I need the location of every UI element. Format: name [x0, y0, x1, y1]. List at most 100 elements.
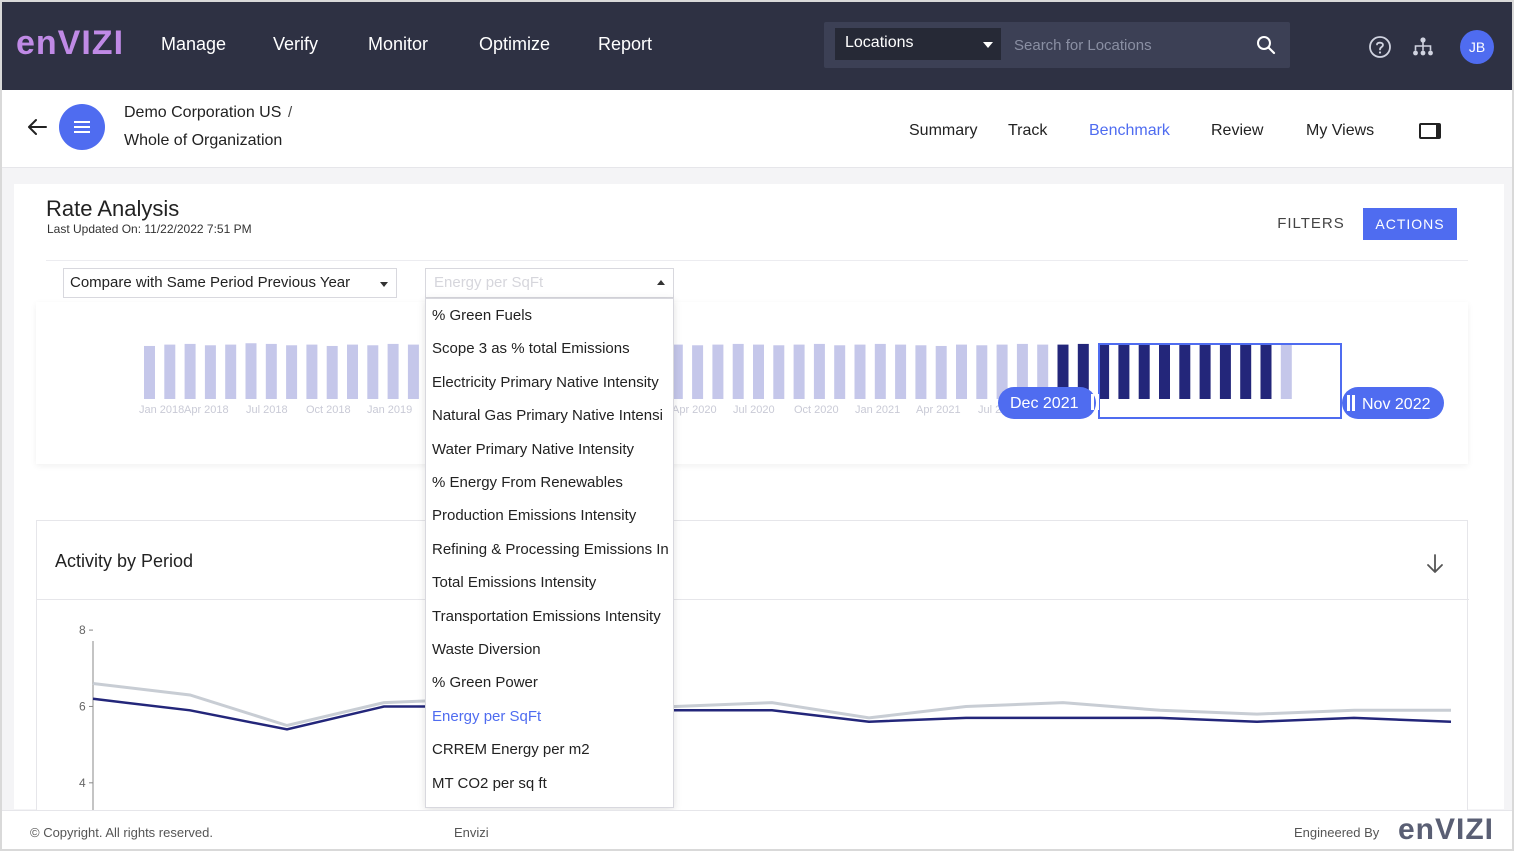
- envizi-logo[interactable]: enVIZI: [16, 24, 125, 62]
- engineered-by-text: Engineered By: [1294, 825, 1380, 840]
- timeline-bar: [286, 345, 298, 399]
- dropdown-option[interactable]: Natural Gas Primary Native Intensi: [432, 407, 663, 425]
- side-panel-icon[interactable]: [1419, 123, 1441, 139]
- footer: © Copyright. All rights reserved. Envizi…: [2, 810, 1512, 849]
- location-search-bar: Locations: [824, 22, 1290, 68]
- timeline-bar: [1037, 344, 1049, 399]
- dropdown-option[interactable]: Energy per SqFt: [432, 707, 542, 725]
- range-handle-icon[interactable]: [1096, 394, 1099, 410]
- range-handle-icon[interactable]: [1091, 394, 1094, 410]
- timeline-bar: [854, 344, 866, 399]
- timeline-bar: [793, 344, 805, 399]
- nav-report[interactable]: Report: [598, 34, 653, 54]
- dropdown-option[interactable]: % Energy From Renewables: [432, 474, 623, 491]
- timeline-bar: [915, 345, 927, 399]
- breadcrumb-org[interactable]: Demo Corporation US: [124, 104, 282, 121]
- dropdown-option[interactable]: % Green Power: [432, 674, 538, 692]
- filters-button[interactable]: FILTERS: [1277, 215, 1345, 232]
- tab-benchmark[interactable]: Benchmark: [1089, 122, 1170, 139]
- help-icon[interactable]: [1368, 35, 1392, 59]
- tab-my-views[interactable]: My Views: [1306, 122, 1375, 139]
- timeline-bar: [753, 344, 764, 399]
- locations-select[interactable]: Locations: [835, 28, 1001, 60]
- timeline-bar: [204, 345, 216, 399]
- tab-review[interactable]: Review: [1211, 122, 1264, 139]
- download-arrow-icon[interactable]: [1425, 553, 1445, 575]
- timeline-tick-label: Apr 2018: [184, 404, 229, 416]
- dropdown-option[interactable]: % Green Fuels: [432, 307, 533, 324]
- range-handle-icon[interactable]: [1347, 395, 1350, 411]
- menu-line: [74, 126, 90, 128]
- timeline-bar: [874, 343, 886, 399]
- dropdown-option[interactable]: Total Emissions Intensity: [432, 574, 597, 592]
- dropdown-option[interactable]: Scope 3 as % total Emissions: [432, 340, 630, 358]
- metric-select[interactable]: Energy per SqFt: [425, 268, 674, 298]
- dropdown-option[interactable]: MT CO2 per sq ft: [432, 774, 547, 792]
- timeline-bar: [895, 344, 907, 399]
- dropdown-option[interactable]: Waste Diversion: [432, 641, 541, 658]
- timeline-bar: [367, 345, 379, 399]
- timeline-tick-label: Apr 2022: [1160, 404, 1205, 416]
- user-avatar[interactable]: JB: [1460, 30, 1494, 64]
- timeline-bar: [813, 343, 825, 399]
- timeline-bar: [1280, 344, 1292, 399]
- caret-down-icon: [983, 42, 993, 48]
- tab-track[interactable]: Track: [1008, 122, 1048, 139]
- timeline-chart: Jan 2018 Apr 2018 Jul 2018 Oct 2018 Jan 2019…: [139, 343, 1444, 419]
- compare-period-select[interactable]: Compare with Same Period Previous Year: [63, 268, 397, 298]
- divider: [37, 599, 1469, 600]
- top-navigation: enVIZI Manage Verify Monitor Optimize Re…: [2, 2, 1512, 90]
- search-input[interactable]: [1014, 30, 1244, 60]
- search-icon[interactable]: [1256, 35, 1276, 55]
- dropdown-option[interactable]: CRREM Energy per m2: [432, 741, 590, 759]
- timeline-bar: [976, 345, 988, 399]
- y-tick-label: 4: [79, 776, 86, 790]
- tab-summary[interactable]: Summary: [909, 122, 978, 139]
- timeline-bar: [1219, 343, 1231, 399]
- timeline-tick-label: Apr 2020: [672, 404, 717, 416]
- timeline-range-selector[interactable]: Jan 2018 Apr 2018 Jul 2018 Oct 2018 Jan 2019…: [36, 302, 1468, 464]
- nav-manage[interactable]: Manage: [161, 34, 227, 54]
- breadcrumb-scope[interactable]: Whole of Organization: [124, 132, 283, 149]
- timeline-bar: [773, 345, 785, 399]
- metric-dropdown-list[interactable]: % Green Fuels Scope 3 as % total Emission…: [425, 298, 674, 808]
- timeline-bar: [144, 345, 155, 399]
- dropdown-option[interactable]: Refining & Processing Emissions In: [432, 540, 669, 558]
- timeline-bar: [996, 344, 1008, 399]
- dropdown-option[interactable]: Production Emissions Intensity: [432, 507, 637, 525]
- timeline-bar: [1098, 344, 1110, 399]
- dropdown-option[interactable]: Water Primary Native Intensity: [432, 440, 634, 458]
- timeline-tick-label: Oct 2018: [306, 404, 351, 416]
- caret-up-icon: [657, 280, 665, 285]
- dropdown-option[interactable]: Transportation Emissions Intensity: [432, 607, 661, 625]
- nav-optimize[interactable]: Optimize: [479, 34, 551, 54]
- range-end-pill[interactable]: [1342, 387, 1444, 419]
- footer-envizi-logo: enVIZI: [1398, 813, 1495, 846]
- hamburger-menu-button[interactable]: [59, 104, 105, 150]
- timeline-bar: [1179, 344, 1191, 399]
- timeline-bar: [671, 344, 683, 399]
- timeline-bar: [935, 345, 947, 399]
- menu-line: [74, 131, 90, 133]
- actions-button[interactable]: ACTIONS: [1363, 208, 1457, 240]
- compare-period-value: Compare with Same Period Previous Year: [70, 274, 351, 291]
- nav-monitor[interactable]: Monitor: [368, 34, 429, 54]
- y-tick-label: 8: [79, 623, 86, 637]
- last-updated-text: Last Updated On: 11/22/2022 7:51 PM: [47, 222, 252, 236]
- range-handle-icon[interactable]: [1352, 395, 1355, 411]
- hierarchy-icon[interactable]: [1411, 35, 1435, 59]
- range-start-pill[interactable]: [998, 387, 1096, 419]
- timeline-bar: [387, 343, 399, 399]
- locations-select-label: Locations: [845, 34, 914, 51]
- nav-verify[interactable]: Verify: [273, 34, 319, 54]
- range-end-label: Nov 2022: [1362, 396, 1431, 413]
- timeline-tick-label: Jan 2021: [855, 404, 900, 416]
- timeline-tick-label: Apr 2021: [916, 404, 961, 416]
- timeline-bar: [245, 343, 257, 399]
- back-arrow-icon[interactable]: [26, 116, 48, 138]
- selected-range-box[interactable]: [1098, 343, 1342, 419]
- timeline-bar: [1199, 344, 1211, 399]
- timeline-bar: [956, 344, 967, 399]
- dropdown-option[interactable]: Electricity Primary Native Intensity: [432, 373, 659, 391]
